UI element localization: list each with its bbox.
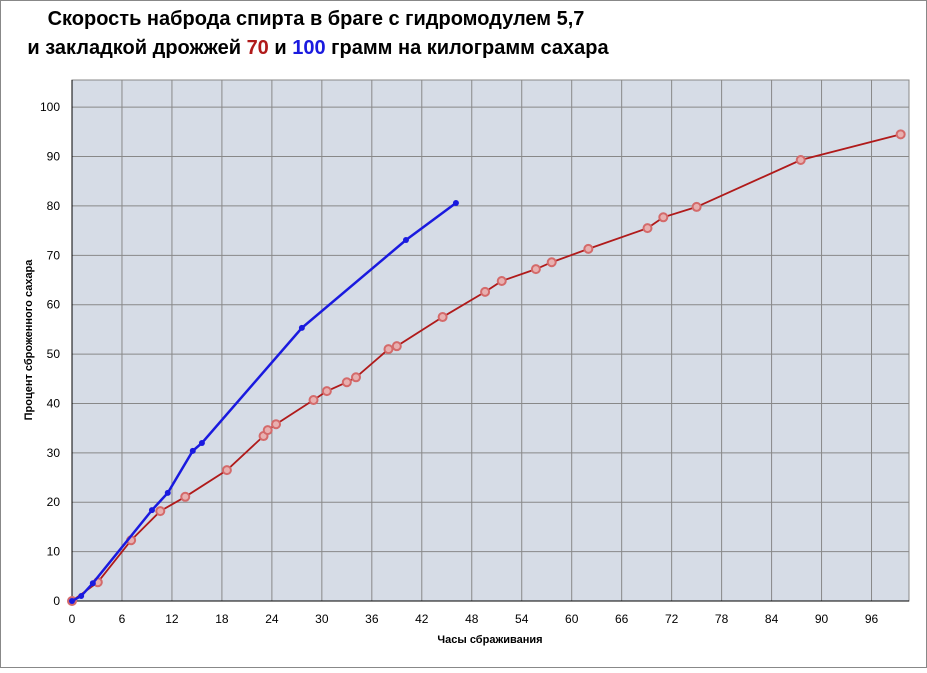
data-point [350,372,361,383]
data-point [795,155,806,166]
y-tick-label: 100 [40,100,60,114]
y-tick-label: 0 [53,594,60,608]
x-tick-label: 84 [765,612,779,626]
data-point [437,312,448,323]
x-tick-label: 48 [465,612,479,626]
data-point [262,425,273,436]
data-point [164,489,171,496]
data-point [69,598,75,604]
data-point [658,212,669,223]
y-tick-label: 80 [47,199,61,213]
data-point [148,507,155,514]
x-tick-label: 54 [515,612,529,626]
data-point [308,395,319,406]
data-point [642,223,653,234]
plot-area [71,79,910,602]
x-tick-label: 78 [715,612,729,626]
title-series-name: 70 [247,37,269,59]
x-tick-label: 0 [69,612,76,626]
x-axis-label: Часы сбраживания [437,634,542,646]
y-tick-label: 40 [47,396,61,410]
y-tick-label: 20 [47,495,61,509]
data-point [383,344,394,355]
x-tick-label: 6 [119,612,126,626]
data-point [530,264,541,275]
y-tick-label: 10 [47,545,61,559]
data-point [691,201,702,212]
x-tick-label: 72 [665,612,679,626]
x-tick-label: 18 [215,612,229,626]
data-point [480,286,491,297]
y-tick-label: 30 [47,446,61,460]
data-point [583,243,594,254]
y-axis-label: Процент сброженного сахара [23,259,35,421]
x-tick-label: 36 [365,612,379,626]
data-point [341,377,352,388]
data-point [895,129,906,140]
x-tick-label: 90 [815,612,829,626]
x-tick-label: 42 [415,612,429,626]
title-part: и закладкой дрожжей [27,37,241,59]
x-tick-label: 30 [315,612,329,626]
y-tick-label: 90 [47,150,61,164]
data-point [221,465,232,476]
title-part: грамм на килограмм сахара [331,37,609,59]
title-series-name: 100 [292,37,325,59]
x-tick-label: 60 [565,612,579,626]
y-tick-label: 70 [47,248,61,262]
data-point [89,580,96,587]
data-point [298,324,305,331]
data-point [321,386,332,397]
data-point [496,275,507,286]
data-point [198,439,205,446]
data-point [271,419,282,430]
title-part: и [274,37,286,59]
y-tick-label: 60 [47,298,61,312]
data-point [189,447,196,454]
y-tick-label: 50 [47,347,61,361]
data-point [180,491,191,502]
data-point [402,237,409,244]
data-point [155,506,166,517]
data-point [78,593,85,600]
chart-title: Скорость наброда спирта в браге с гидром… [48,8,585,30]
series-line [71,201,457,603]
x-tick-label: 96 [865,612,879,626]
x-tick-label: 66 [615,612,629,626]
data-point [391,341,402,352]
data-point [452,199,459,206]
x-tick-label: 12 [165,612,179,626]
chart-title-line2: и закладкой дрожжей 70 и 100 грамм на ки… [27,37,609,59]
series-line [71,133,901,602]
data-point [546,257,557,268]
x-tick-label: 24 [265,612,279,626]
